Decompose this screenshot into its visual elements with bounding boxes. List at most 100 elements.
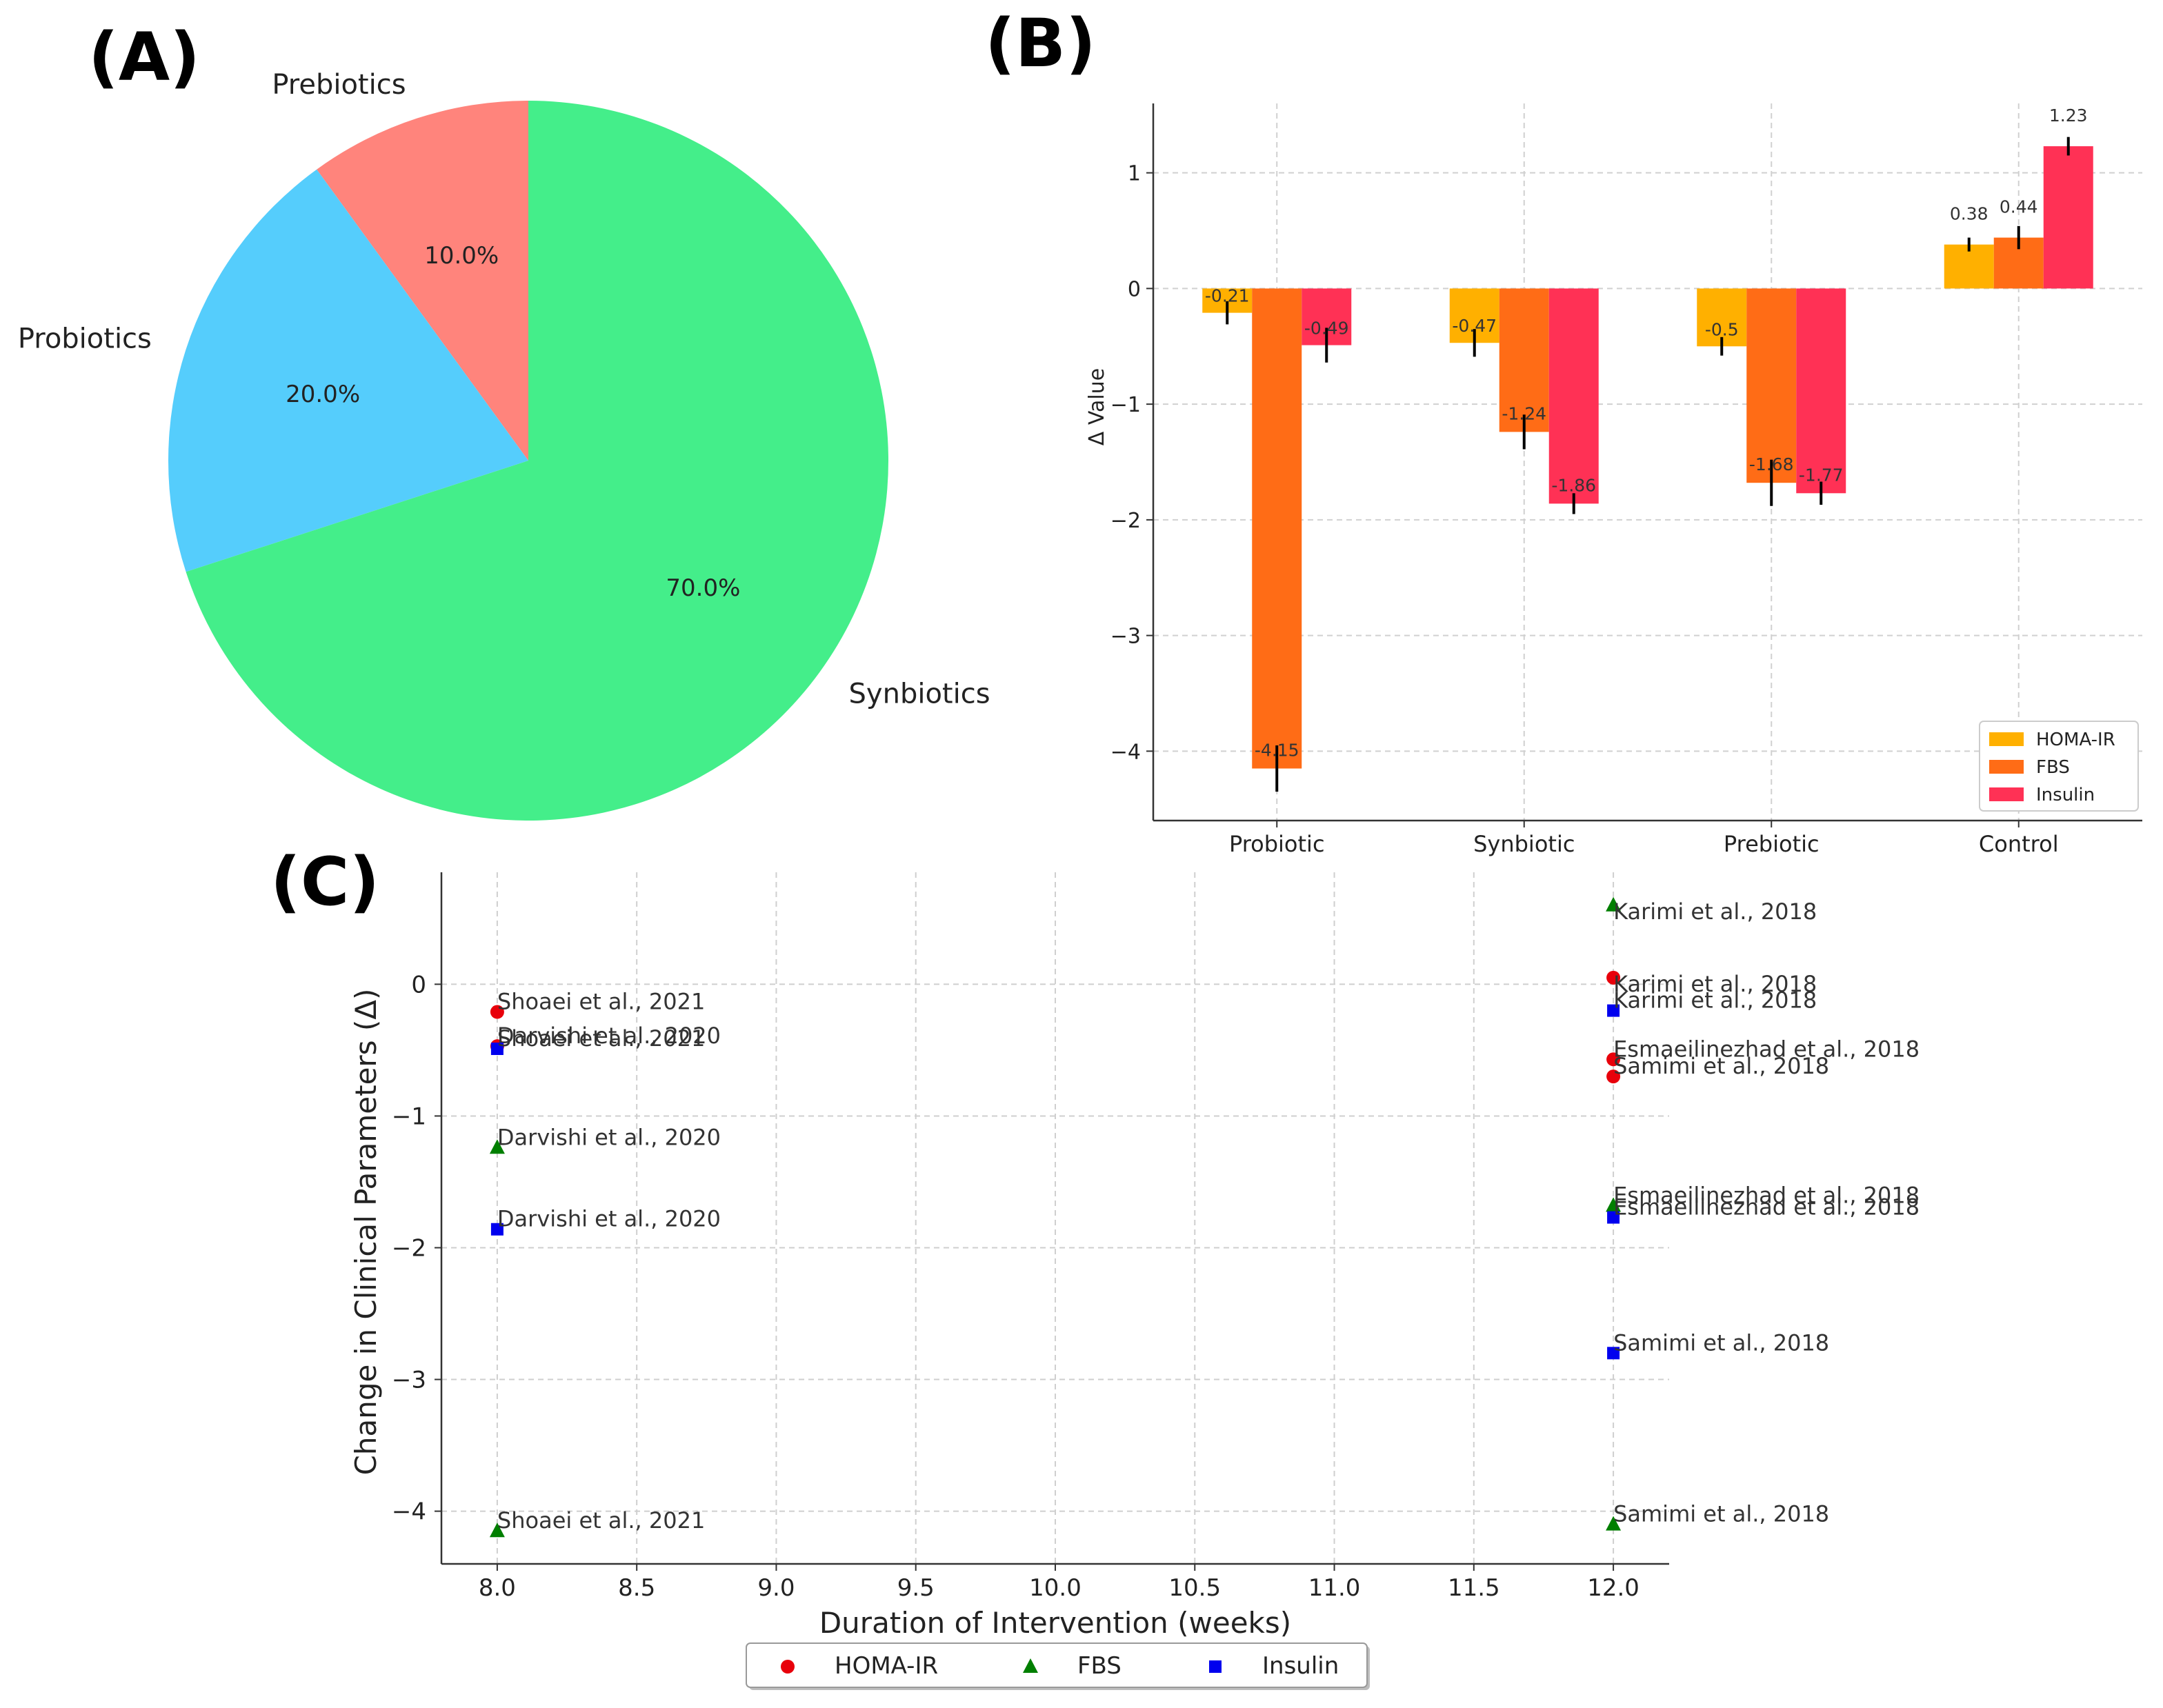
pie-category-label: Prebiotics <box>272 69 406 101</box>
legend-label: Insulin <box>1262 1652 1339 1680</box>
y-tick-label: 0 <box>411 971 426 998</box>
bar-chart-b: -0.21 -0.47 -0.5 0.38 -4.15 -1.24 -1.68 0.44 -0.… <box>1085 103 2142 857</box>
point-label: Shoaei et al., 2021 <box>497 989 705 1015</box>
x-tick-label: 11.5 <box>1448 1574 1500 1602</box>
y-axis-title: Change in Clinical Parameters (Δ) <box>349 989 383 1476</box>
bar-value-label: -0.47 <box>1452 316 1497 336</box>
point-insulin <box>1607 1347 1620 1360</box>
bar-value-label: -0.5 <box>1705 319 1739 339</box>
x-tick-label: Synbiotic <box>1473 831 1575 857</box>
point-label: Karimi et al., 2018 <box>1613 987 1817 1014</box>
legend-marker-fbs <box>1023 1658 1038 1673</box>
y-tick-label: −1 <box>1110 393 1141 417</box>
x-tick-label: Probiotic <box>1229 831 1325 857</box>
pie-slice-prebiotics <box>317 101 528 461</box>
y-tick-label: −2 <box>1110 509 1141 533</box>
x-axis-title: Duration of Intervention (weeks) <box>819 1606 1291 1640</box>
point-fbs <box>1606 1197 1622 1212</box>
y-tick-label: 0 <box>1128 277 1141 301</box>
legend-swatch-insulin <box>1989 787 2024 801</box>
bar-insulin <box>1796 288 1846 494</box>
x-tick-label: 12.0 <box>1587 1574 1639 1602</box>
pie-slice-synbiotics <box>186 101 889 821</box>
point-label: Karimi et al., 2018 <box>1613 971 1817 997</box>
bar-fbs <box>1746 288 1797 483</box>
pie-percent-label: 70.0% <box>666 574 740 602</box>
bar-fbs <box>1252 288 1302 769</box>
point-label: Esmaeilinezhad et al., 2018 <box>1613 1194 1920 1220</box>
bar-value-label: -1.77 <box>1799 465 1844 485</box>
y-tick-label: −2 <box>392 1234 426 1262</box>
bar-value-label: 0.38 <box>1950 204 1988 224</box>
legend-label: FBS <box>1077 1652 1122 1680</box>
bar-value-label: -4.15 <box>1255 741 1299 761</box>
pie-category-label: Synbiotics <box>849 679 990 710</box>
legend-label: FBS <box>2036 757 2070 778</box>
point-homa-ir <box>1606 1069 1621 1084</box>
legend-label: HOMA-IR <box>2036 730 2115 750</box>
bar-value-label: 1.23 <box>2049 106 2088 125</box>
point-insulin <box>490 1043 504 1056</box>
bar-value-label: -0.21 <box>1205 286 1250 306</box>
x-tick-label: 11.0 <box>1308 1574 1361 1602</box>
pie-percent-label: 10.0% <box>424 242 499 270</box>
point-homa-ir <box>1606 1052 1621 1067</box>
x-tick-label: 10.0 <box>1029 1574 1082 1602</box>
legend-box <box>746 1642 1368 1688</box>
x-tick-label: 8.5 <box>618 1574 655 1602</box>
bar-insulin <box>1548 288 1599 504</box>
point-label: Samimi et al., 2018 <box>1613 1053 1829 1079</box>
point-label: Samimi et al., 2018 <box>1613 1501 1829 1527</box>
pie-percent-label: 20.0% <box>286 381 360 408</box>
bar-homa-ir <box>1697 288 1747 347</box>
y-axis-title: Δ Value <box>1085 368 1109 445</box>
y-tick-label: −3 <box>392 1367 426 1394</box>
x-tick-label: Prebiotic <box>1724 831 1820 857</box>
legend-marker-homa-ir <box>781 1660 795 1674</box>
y-tick-label: −4 <box>392 1498 426 1526</box>
x-tick-label: 9.5 <box>897 1574 935 1602</box>
bar-value-label: -1.24 <box>1502 403 1546 423</box>
x-tick-label: Control <box>1979 831 2059 857</box>
point-label: Darvishi et al., 2020 <box>497 1023 721 1049</box>
x-tick-label: 9.0 <box>757 1574 795 1602</box>
legend-swatch-fbs <box>1989 760 2024 774</box>
point-fbs <box>489 1523 505 1538</box>
legend-label: Insulin <box>2036 785 2095 805</box>
bar-value-label: -0.49 <box>1304 319 1349 339</box>
point-homa-ir <box>1606 970 1621 985</box>
y-tick-label: 1 <box>1128 162 1141 186</box>
point-label: Karimi et al., 2018 <box>1613 898 1817 925</box>
point-label: Esmaeilinezhad et al., 2018 <box>1613 1036 1920 1062</box>
pie-category-label: Probiotics <box>18 323 152 355</box>
panel-label-b: (B) <box>985 5 1096 82</box>
point-fbs <box>489 1139 505 1154</box>
bar-value-label: -1.86 <box>1551 475 1596 495</box>
point-insulin <box>1607 1211 1620 1224</box>
point-label: Esmaeilinezhad et al., 2018 <box>1613 1182 1920 1208</box>
bar-value-label: -1.68 <box>1749 454 1794 474</box>
y-tick-label: −1 <box>392 1103 426 1130</box>
legend-swatch-homa-ir <box>1989 732 2024 746</box>
x-tick-label: 10.5 <box>1168 1574 1221 1602</box>
panel-label-a: (A) <box>88 19 200 96</box>
point-fbs <box>1606 1516 1622 1531</box>
bar-insulin <box>2043 146 2093 289</box>
bar-homa-ir <box>1944 244 1994 289</box>
pie-chart-a: 10.0% Prebiotics 20.0% Probiotics 70.0% Synbi… <box>18 69 990 821</box>
bar-value-label: 0.44 <box>2000 197 2038 217</box>
x-tick-label: 8.0 <box>479 1574 516 1602</box>
y-tick-label: −4 <box>1110 740 1141 764</box>
point-label: Shoaei et al., 2021 <box>497 1025 705 1052</box>
bar-fbs <box>1499 288 1549 432</box>
point-label: Shoaei et al., 2021 <box>497 1507 705 1534</box>
point-insulin <box>1607 1004 1620 1017</box>
point-homa-ir <box>490 1005 504 1019</box>
y-tick-label: −3 <box>1110 625 1141 649</box>
point-label: Darvishi et al., 2020 <box>497 1206 721 1232</box>
panel-label-c: (C) <box>270 843 379 921</box>
point-label: Samimi et al., 2018 <box>1613 1329 1829 1356</box>
pie-slice-probiotics <box>168 169 528 572</box>
scatter-chart-c: 8.0 8.5 9.0 9.5 10.0 10.5 11.0 11.5 12.0 0 −1 −2 −3 −… <box>349 872 1920 1690</box>
